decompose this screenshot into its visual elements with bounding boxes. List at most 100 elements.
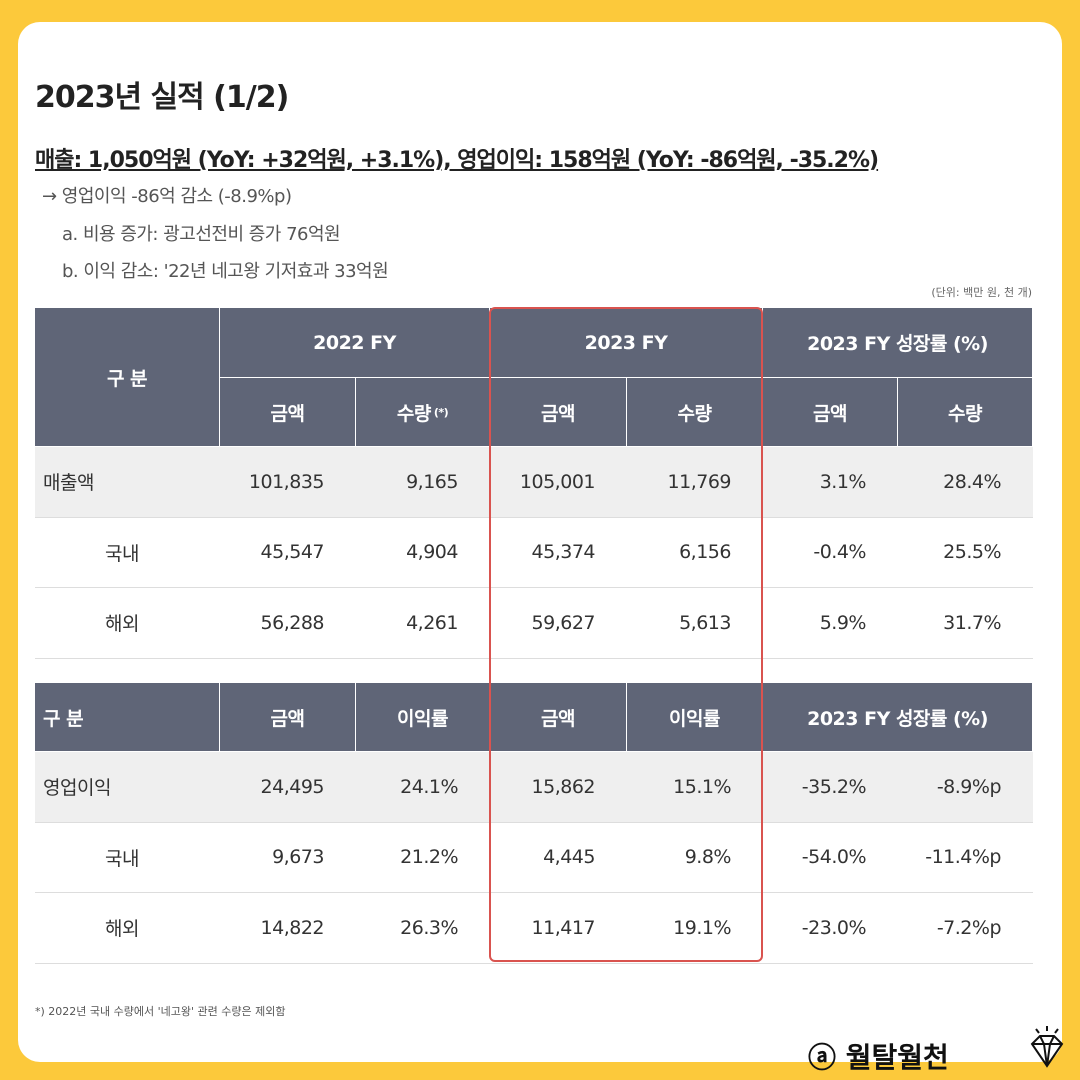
highlight-box xyxy=(489,307,763,962)
value-cell: 6,156 xyxy=(627,518,763,588)
value-cell-text: 6,156 xyxy=(679,541,731,564)
value-cell: -35.2% xyxy=(763,752,898,823)
sub-header-text: 수량 xyxy=(396,402,431,425)
group-header-text: 2023 FY 성장률 (%) xyxy=(807,333,988,355)
panel xyxy=(18,22,1062,1062)
group-header-text: 2023 FY xyxy=(584,331,668,354)
value-cell-text: -35.2% xyxy=(801,775,867,798)
value-cell-text: -8.9%p xyxy=(936,775,1002,798)
footnote-mark: (*) xyxy=(433,405,449,419)
value-cell-text: 25.5% xyxy=(943,541,1001,564)
header-cell: 구 분 xyxy=(35,683,220,752)
value-cell: 28.4% xyxy=(898,447,1033,518)
value-cell-text: 5.9% xyxy=(819,611,867,634)
row-label-text: 영업이익 xyxy=(43,777,111,800)
value-cell-text: 4,904 xyxy=(406,541,458,564)
header-cell: 구 분 xyxy=(35,308,220,447)
row-label: 매출액 xyxy=(35,447,220,518)
value-cell: 105,001 xyxy=(490,447,627,518)
row-label: 국내 xyxy=(35,518,220,588)
row-label: 해외 xyxy=(35,893,220,964)
header-cell-text: 2023 FY 성장률 (%) xyxy=(807,707,988,730)
value-cell-text: 4,445 xyxy=(543,846,595,869)
sub-header-text: 금액 xyxy=(270,402,305,425)
value-cell: 4,904 xyxy=(356,518,490,588)
value-cell-text: 45,374 xyxy=(531,541,596,564)
sub-header: 금액 xyxy=(220,378,356,447)
group-header-text: 2022 FY xyxy=(313,331,396,354)
sub-header-text: 금액 xyxy=(813,402,847,425)
value-cell-text: 3.1% xyxy=(819,470,867,493)
value-cell-text: 5,613 xyxy=(679,611,731,634)
value-cell-text: 28.4% xyxy=(943,470,1001,493)
brand: ⓐ 월탈월천 xyxy=(808,1041,949,1074)
value-cell: 25.5% xyxy=(898,518,1033,588)
value-cell: -7.2%p xyxy=(898,893,1033,964)
value-cell: 3.1% xyxy=(763,447,898,518)
value-cell: 15.1% xyxy=(627,752,763,823)
header-cell: 2023 FY 성장률 (%) xyxy=(763,683,1033,752)
bullet: a. 비용 증가: 광고선전비 증가 76억원 xyxy=(62,224,341,245)
value-cell: 9,673 xyxy=(220,823,356,893)
value-cell: 9,165 xyxy=(356,447,490,518)
group-header: 2023 FY xyxy=(490,308,763,378)
value-cell-text: -11.4%p xyxy=(925,846,1001,869)
value-cell-text: 21.2% xyxy=(400,846,458,869)
value-cell: -0.4% xyxy=(763,518,898,588)
value-cell-text: 31.7% xyxy=(943,611,1001,634)
value-cell-text: -54.0% xyxy=(801,846,867,869)
value-cell: 11,417 xyxy=(490,893,627,964)
row-label-text: 해외 xyxy=(105,918,139,941)
value-cell: 31.7% xyxy=(898,588,1033,659)
header-cell-text: 구 분 xyxy=(43,707,84,730)
value-cell: 21.2% xyxy=(356,823,490,893)
value-cell-text: 105,001 xyxy=(519,470,596,493)
value-cell: -8.9%p xyxy=(898,752,1033,823)
unit-note: (단위: 백만 원, 천 개) xyxy=(931,286,1032,299)
title: 2023년 실적 (1/2) xyxy=(35,80,289,115)
value-cell: 56,288 xyxy=(220,588,356,659)
value-cell: -11.4%p xyxy=(898,823,1033,893)
header-cell-text: 금액 xyxy=(541,707,575,730)
value-cell-text: 26.3% xyxy=(400,916,458,939)
footnote: *) 2022년 국내 수량에서 '네고왕' 관련 수량은 제외함 xyxy=(35,1005,286,1018)
value-cell: -54.0% xyxy=(763,823,898,893)
diamond-icon xyxy=(1030,1026,1064,1068)
header-cell: 금액 xyxy=(490,683,627,752)
value-cell: 101,835 xyxy=(220,447,356,518)
row-label-text: 해외 xyxy=(105,613,139,636)
sub-header: 수량 xyxy=(627,378,763,447)
value-cell-text: 4,261 xyxy=(406,611,458,634)
sub-header-text: 수량 xyxy=(677,402,712,425)
value-cell-text: 101,835 xyxy=(248,470,325,493)
header-cell: 이익률 xyxy=(627,683,763,752)
value-cell: 24.1% xyxy=(356,752,490,823)
value-cell-text: 19.1% xyxy=(673,916,731,939)
header-cell: 이익률 xyxy=(356,683,490,752)
bullet: → 영업이익 -86억 감소 (-8.9%p) xyxy=(42,186,292,207)
header-cell: 금액 xyxy=(220,683,356,752)
value-cell-text: 24.1% xyxy=(400,775,458,798)
row-label: 해외 xyxy=(35,588,220,659)
sub-header: 금액 xyxy=(490,378,627,447)
value-cell: 9.8% xyxy=(627,823,763,893)
value-cell: 11,769 xyxy=(627,447,763,518)
value-cell: 59,627 xyxy=(490,588,627,659)
value-cell-text: 59,627 xyxy=(531,611,596,634)
value-cell-text: 9.8% xyxy=(684,846,732,869)
row-label: 영업이익 xyxy=(35,752,220,823)
value-cell-text: 24,495 xyxy=(260,775,325,798)
value-cell: 5.9% xyxy=(763,588,898,659)
value-cell-text: 15.1% xyxy=(673,775,731,798)
group-header: 2022 FY xyxy=(220,308,490,378)
value-cell-text: 9,165 xyxy=(406,470,458,493)
sub-header: 수량 xyxy=(898,378,1033,447)
sub-header: 수량 (*) xyxy=(356,378,490,447)
value-cell: 45,374 xyxy=(490,518,627,588)
value-cell-text: 45,547 xyxy=(260,541,325,564)
value-cell-text: -23.0% xyxy=(801,916,867,939)
value-cell: 5,613 xyxy=(627,588,763,659)
value-cell: -23.0% xyxy=(763,893,898,964)
value-cell-text: 14,822 xyxy=(260,916,325,939)
